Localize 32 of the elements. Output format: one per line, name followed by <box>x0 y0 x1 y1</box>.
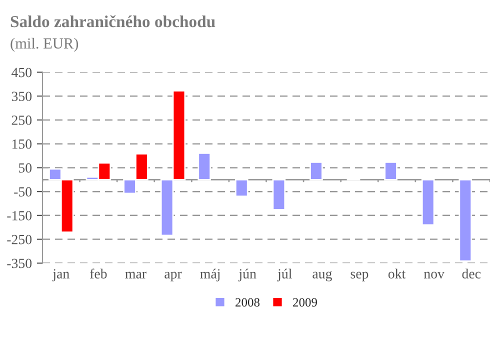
bar <box>234 178 248 198</box>
chart-subtitle: (mil. EUR) <box>10 38 78 52</box>
x-tick-label: apr <box>164 272 182 282</box>
y-tick-label: -50 <box>14 187 32 197</box>
y-tick-label: 350 <box>12 92 32 102</box>
x-tick-label: jún <box>238 268 256 282</box>
y-tick-label: 250 <box>12 116 32 125</box>
legend-label: 2008 <box>236 298 260 307</box>
x-tick-label: feb <box>90 268 107 278</box>
x-tick-label: máj <box>200 268 220 282</box>
x-tick-label: júl <box>277 268 292 282</box>
y-tick-label: 450 <box>12 68 32 78</box>
x-tick-label: aug <box>312 271 332 282</box>
x-tick-label: nov <box>424 272 444 278</box>
chart-title: Saldo zahraničného obchodu <box>10 15 216 28</box>
bar <box>198 152 212 180</box>
bar <box>310 162 323 180</box>
y-tick-label: 150 <box>12 139 32 149</box>
bar <box>458 178 472 262</box>
x-tick-label: dec <box>462 268 481 278</box>
x-tick-label: jan <box>52 269 70 282</box>
bar <box>421 178 435 226</box>
legend-label: 2009 <box>293 298 317 307</box>
bar <box>272 178 286 210</box>
y-tick-label: 50 <box>19 163 32 173</box>
bar <box>384 162 398 180</box>
y-tick-label: -350 <box>7 258 32 268</box>
y-tick-label: -150 <box>7 211 32 220</box>
x-tick-label: okt <box>388 268 406 278</box>
y-tick-label: -250 <box>7 234 32 244</box>
x-tick-label: sep <box>350 272 368 282</box>
x-tick-label: mar <box>125 272 146 278</box>
